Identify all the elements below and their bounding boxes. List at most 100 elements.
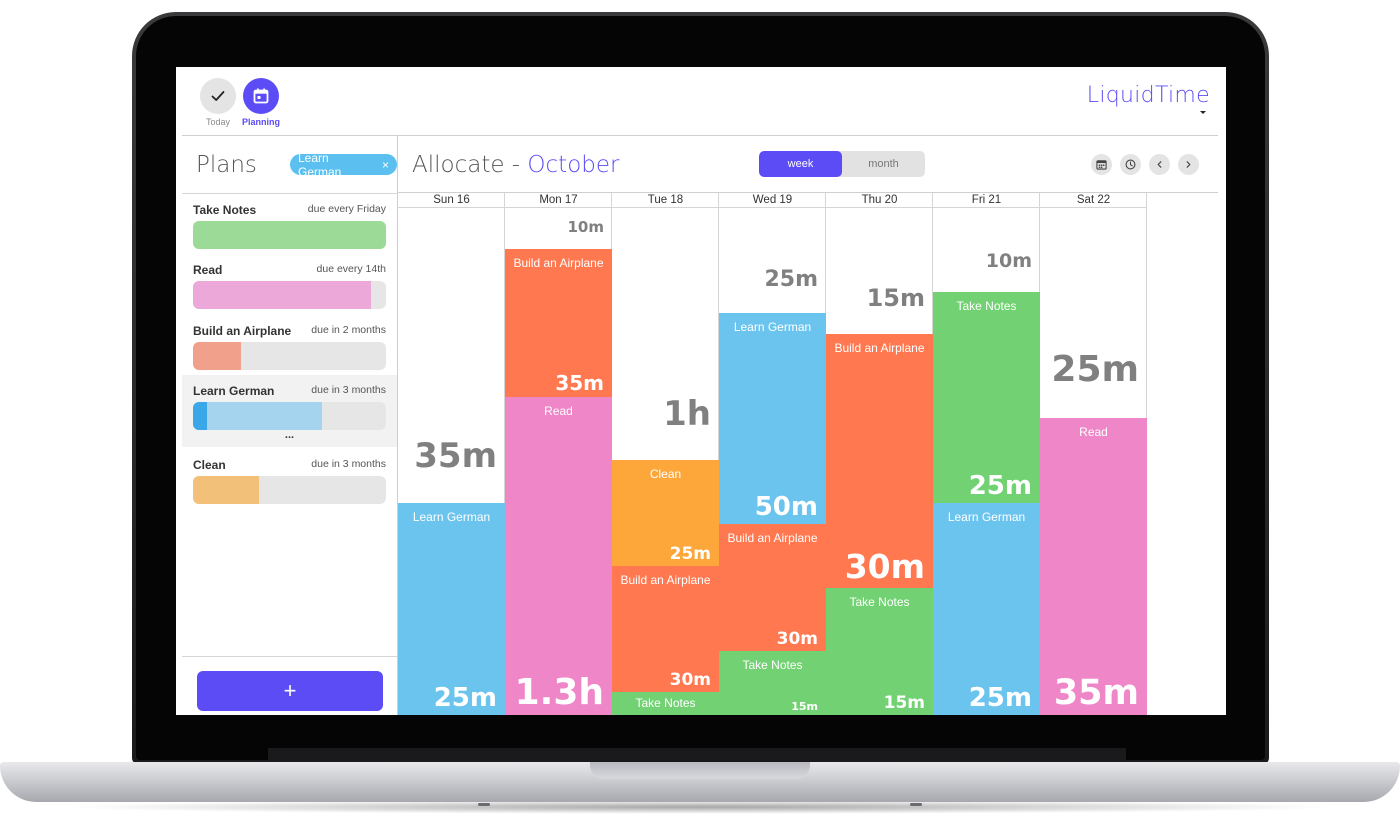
week-view-button[interactable]: week [759,151,842,177]
next-week-button[interactable] [1178,154,1199,175]
divider [182,135,1218,136]
plan-name: Clean [193,458,226,472]
day-column: Mon 17 10m Build an Airplane 35m Read 1.3h [505,193,612,715]
divider [398,192,1218,193]
plan-name: Take Notes [193,203,257,217]
day-header: Sun 16 [398,193,505,208]
top-bar: Today Planning LiquidTime [176,67,1226,135]
time-block[interactable]: Learn German 50m [719,313,826,524]
plan-due-date: due every 14th [316,263,386,275]
plan-progress-marker [193,402,207,430]
plan-item[interactable]: Build an Airplane due in 2 months [182,315,397,375]
today-nav-button[interactable] [200,78,236,114]
free-time-label: 35m [414,436,497,476]
today-nav-label[interactable]: Today [205,117,231,127]
month-view-button[interactable]: month [868,158,899,170]
chevron-left-icon [1157,161,1162,168]
time-block[interactable]: Clean 25m [612,460,719,566]
time-block-duration: 25m [669,544,711,564]
calendar-picker-button[interactable] [1091,154,1112,175]
divider [397,136,398,715]
time-block[interactable]: Take Notes [612,692,719,715]
account-menu-caret-icon[interactable] [1200,111,1206,114]
time-block[interactable]: Take Notes 15m [826,588,933,715]
time-block[interactable]: Build an Airplane 30m [719,524,826,651]
day-header: Mon 17 [505,193,612,208]
time-block[interactable]: Read 35m [1040,418,1147,715]
plan-progress-bar [193,476,386,504]
laptop-hinge [268,748,1126,762]
plan-due-date: due every Friday [307,203,386,215]
time-block-label: Build an Airplane [513,256,604,270]
time-block-label: Build an Airplane [834,341,925,355]
divider [182,656,397,657]
page-title: Allocate - October [412,152,619,178]
time-block[interactable]: Learn German 25m [933,503,1040,715]
time-block-duration: 15m [791,700,818,713]
calendar-icon [253,88,269,104]
plan-progress-fill [193,476,259,504]
filter-chip[interactable]: Learn German × [290,151,397,179]
free-time-label: 25m [1051,349,1139,390]
time-block[interactable]: Build an Airplane 35m [505,249,612,397]
day-column: Thu 20 15m Build an Airplane 30m Take Notes 1… [826,193,933,715]
previous-week-button[interactable] [1149,154,1170,175]
plan-progress-bar [193,221,386,249]
title-separator: - [504,152,528,178]
time-block-label: Take Notes [849,595,910,609]
planning-nav-button[interactable] [243,78,279,114]
plan-progress-fill [193,221,386,249]
time-block[interactable]: Take Notes 15m [719,651,826,715]
plan-item[interactable]: Take Notes due every Friday [182,194,397,254]
day-column: Sat 22 25m Read 35m [1040,193,1147,715]
plan-name: Build an Airplane [193,324,292,338]
laptop-shadow [60,800,1340,814]
plan-item[interactable]: Learn German due in 3 months... [182,375,397,447]
laptop-foot [478,803,490,806]
time-block-label: Learn German [733,320,812,334]
free-time-label: 15m [866,284,925,312]
time-block-duration: 30m [776,629,818,649]
close-icon[interactable]: × [381,157,389,172]
plan-item[interactable]: Read due every 14th [182,254,397,314]
time-block-label: Read [1079,425,1108,439]
time-block-label: Build an Airplane [727,531,818,545]
time-settings-button[interactable] [1120,154,1141,175]
divider [182,193,397,194]
week-grid: Sun 16 35m Learn German 25m Mon 17 10m Build a… [398,193,1148,715]
time-block-label: Build an Airplane [620,573,711,587]
day-column: Fri 21 10m Take Notes 25m Learn German 25m [933,193,1040,715]
plans-title: Plans [196,152,257,178]
current-month[interactable]: October [527,152,620,178]
time-block[interactable]: Read 1.3h [505,397,612,715]
time-block-duration: 25m [968,683,1032,713]
time-block-label: Learn German [947,510,1026,524]
more-options-icon[interactable]: ... [284,429,295,441]
free-time-label: 10m [567,218,604,236]
plan-name: Learn German [193,384,275,398]
planning-nav-label[interactable]: Planning [242,117,280,127]
brand-logo[interactable]: LiquidTime [1086,83,1210,108]
day-header: Fri 21 [933,193,1040,208]
plan-progress-fill [193,281,371,309]
laptop-foot [910,803,922,806]
time-block[interactable]: Build an Airplane 30m [612,566,719,692]
view-toggle: week month [759,151,925,177]
plan-progress-bar [193,342,386,370]
allocate-panel: Allocate - October week month [398,136,1218,715]
plan-progress-fill [193,342,242,370]
laptop-opening-notch [590,762,810,779]
add-plan-button[interactable]: + [197,671,383,711]
day-column: Tue 18 1h Clean 25m Build an Airplane 30m Take… [612,193,719,715]
time-block-duration: 25m [968,471,1032,501]
time-block-duration: 35m [1053,673,1139,713]
time-block-duration: 50m [754,492,818,522]
time-block[interactable]: Learn German 25m [398,503,505,715]
plan-item[interactable]: Clean due in 3 months [182,449,397,509]
time-block-duration: 1.3h [514,672,604,713]
time-block-label: Take Notes [956,299,1017,313]
plans-sidebar: Plans Learn German × Take Notes due every… [182,136,397,715]
time-block[interactable]: Build an Airplane 30m [826,334,933,588]
time-block[interactable]: Take Notes 25m [933,292,1040,503]
time-block-label: Take Notes [742,658,803,672]
